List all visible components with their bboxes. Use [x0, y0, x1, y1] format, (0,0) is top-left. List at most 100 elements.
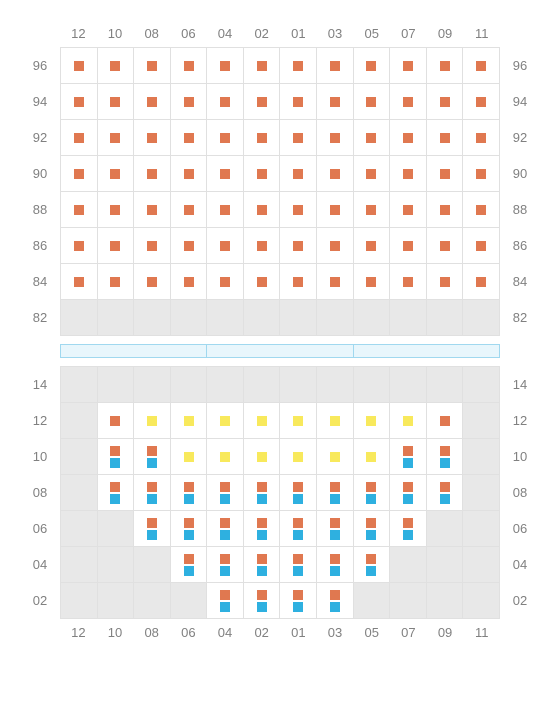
- seat-cell[interactable]: [98, 156, 135, 192]
- seat-cell[interactable]: [61, 156, 98, 192]
- seat-cell[interactable]: [134, 264, 171, 300]
- seat-cell[interactable]: [207, 403, 244, 439]
- seat-cell[interactable]: [427, 48, 464, 84]
- seat-cell[interactable]: [244, 439, 281, 475]
- seat-cell[interactable]: [61, 264, 98, 300]
- seat-cell[interactable]: [98, 48, 135, 84]
- seat-cell[interactable]: [244, 547, 281, 583]
- seat-cell[interactable]: [354, 264, 391, 300]
- seat-cell[interactable]: [317, 192, 354, 228]
- seat-cell[interactable]: [98, 120, 135, 156]
- seat-cell[interactable]: [134, 192, 171, 228]
- seat-cell[interactable]: [244, 120, 281, 156]
- seat-cell[interactable]: [134, 403, 171, 439]
- seat-cell[interactable]: [244, 403, 281, 439]
- seat-cell[interactable]: [98, 403, 135, 439]
- seat-cell[interactable]: [207, 156, 244, 192]
- seat-cell[interactable]: [280, 511, 317, 547]
- seat-cell[interactable]: [317, 120, 354, 156]
- seat-cell[interactable]: [207, 264, 244, 300]
- seat-cell[interactable]: [463, 228, 500, 264]
- seat-cell[interactable]: [207, 48, 244, 84]
- seat-cell[interactable]: [354, 511, 391, 547]
- seat-cell[interactable]: [354, 439, 391, 475]
- seat-cell[interactable]: [317, 48, 354, 84]
- seat-cell[interactable]: [390, 48, 427, 84]
- seat-cell[interactable]: [207, 583, 244, 619]
- seat-cell[interactable]: [61, 48, 98, 84]
- seat-cell[interactable]: [134, 439, 171, 475]
- seat-cell[interactable]: [390, 120, 427, 156]
- seat-cell[interactable]: [317, 475, 354, 511]
- seat-cell[interactable]: [171, 547, 208, 583]
- seat-cell[interactable]: [280, 547, 317, 583]
- seat-cell[interactable]: [171, 511, 208, 547]
- seat-cell[interactable]: [280, 48, 317, 84]
- seat-cell[interactable]: [171, 192, 208, 228]
- seat-cell[interactable]: [207, 475, 244, 511]
- seat-cell[interactable]: [354, 156, 391, 192]
- seat-cell[interactable]: [244, 228, 281, 264]
- seat-cell[interactable]: [354, 192, 391, 228]
- seat-cell[interactable]: [354, 84, 391, 120]
- seat-cell[interactable]: [317, 547, 354, 583]
- seat-cell[interactable]: [207, 511, 244, 547]
- seat-cell[interactable]: [171, 475, 208, 511]
- seat-cell[interactable]: [98, 475, 135, 511]
- seat-cell[interactable]: [171, 84, 208, 120]
- seat-cell[interactable]: [280, 192, 317, 228]
- seat-cell[interactable]: [427, 264, 464, 300]
- seat-cell[interactable]: [134, 511, 171, 547]
- seat-cell[interactable]: [390, 264, 427, 300]
- seat-cell[interactable]: [354, 120, 391, 156]
- seat-cell[interactable]: [207, 228, 244, 264]
- seat-cell[interactable]: [280, 264, 317, 300]
- seat-cell[interactable]: [390, 84, 427, 120]
- seat-cell[interactable]: [390, 439, 427, 475]
- seat-cell[interactable]: [171, 264, 208, 300]
- seat-cell[interactable]: [390, 403, 427, 439]
- seat-cell[interactable]: [280, 228, 317, 264]
- seat-cell[interactable]: [98, 192, 135, 228]
- seat-cell[interactable]: [354, 547, 391, 583]
- seat-cell[interactable]: [463, 192, 500, 228]
- seat-cell[interactable]: [317, 403, 354, 439]
- seat-cell[interactable]: [171, 403, 208, 439]
- seat-cell[interactable]: [463, 84, 500, 120]
- seat-cell[interactable]: [134, 48, 171, 84]
- seat-cell[interactable]: [134, 156, 171, 192]
- seat-cell[interactable]: [390, 511, 427, 547]
- seat-cell[interactable]: [98, 84, 135, 120]
- seat-cell[interactable]: [317, 439, 354, 475]
- seat-cell[interactable]: [280, 475, 317, 511]
- seat-cell[interactable]: [61, 228, 98, 264]
- seat-cell[interactable]: [171, 156, 208, 192]
- seat-cell[interactable]: [280, 583, 317, 619]
- seat-cell[interactable]: [427, 156, 464, 192]
- seat-cell[interactable]: [463, 48, 500, 84]
- seat-cell[interactable]: [317, 84, 354, 120]
- seat-cell[interactable]: [280, 120, 317, 156]
- seat-cell[interactable]: [134, 120, 171, 156]
- seat-cell[interactable]: [207, 84, 244, 120]
- seat-cell[interactable]: [207, 192, 244, 228]
- seat-cell[interactable]: [463, 264, 500, 300]
- seat-cell[interactable]: [463, 120, 500, 156]
- seat-cell[interactable]: [244, 48, 281, 84]
- seat-cell[interactable]: [98, 264, 135, 300]
- seat-cell[interactable]: [171, 228, 208, 264]
- seat-cell[interactable]: [134, 84, 171, 120]
- seat-cell[interactable]: [427, 475, 464, 511]
- seat-cell[interactable]: [354, 228, 391, 264]
- seat-cell[interactable]: [463, 156, 500, 192]
- seat-cell[interactable]: [280, 156, 317, 192]
- seat-cell[interactable]: [171, 48, 208, 84]
- seat-cell[interactable]: [61, 84, 98, 120]
- seat-cell[interactable]: [244, 583, 281, 619]
- seat-cell[interactable]: [427, 120, 464, 156]
- seat-cell[interactable]: [280, 403, 317, 439]
- seat-cell[interactable]: [390, 156, 427, 192]
- seat-cell[interactable]: [207, 439, 244, 475]
- seat-cell[interactable]: [390, 228, 427, 264]
- seat-cell[interactable]: [61, 120, 98, 156]
